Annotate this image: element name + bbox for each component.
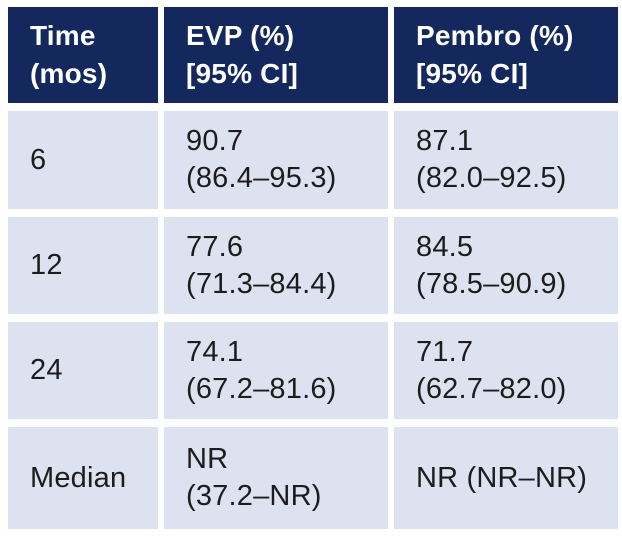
value-line: 74.1 <box>186 335 244 368</box>
header-pembro-line2: [95% CI] <box>416 58 529 89</box>
header-cell-time: Time (mos) <box>8 7 158 103</box>
ci-line: (67.2–81.6) <box>186 372 337 405</box>
cell-evp-median: NR (37.2–NR) <box>164 427 388 529</box>
value-line: 71.7 <box>416 335 474 368</box>
ci-line: (78.5–90.9) <box>416 267 567 300</box>
ci-line: (82.0–92.5) <box>416 162 567 194</box>
header-time-line1: Time <box>30 20 96 51</box>
value-line: 77.6 <box>186 230 244 263</box>
cell-time-12: 12 <box>8 217 158 314</box>
cell-pembro-12: 84.5 (78.5–90.9) <box>394 217 618 314</box>
ci-line: (86.4–95.3) <box>186 162 337 194</box>
value-line: 90.7 <box>186 125 244 157</box>
cell-evp-6: 90.7 (86.4–95.3) <box>164 111 388 209</box>
cell-pembro-24: 71.7 (62.7–82.0) <box>394 322 618 419</box>
header-evp-line2: [95% CI] <box>186 58 299 89</box>
value-line: 84.5 <box>416 230 474 263</box>
cell-pembro-6: 87.1 (82.0–92.5) <box>394 111 618 209</box>
header-pembro-line1: Pembro (%) <box>416 20 574 51</box>
cell-evp-12: 77.6 (71.3–84.4) <box>164 217 388 314</box>
value-line: NR (NR–NR) <box>416 461 588 494</box>
time-label: 24 <box>30 354 63 386</box>
cell-time-24: 24 <box>8 322 158 419</box>
ci-line: (62.7–82.0) <box>416 372 567 405</box>
header-time-line2: (mos) <box>30 58 108 89</box>
cell-pembro-median: NR (NR–NR) <box>394 427 618 529</box>
survival-results-table: Time (mos) EVP (%) [95% CI] Pembro (%) [… <box>8 7 618 529</box>
time-label: 12 <box>30 249 63 281</box>
cell-evp-24: 74.1 (67.2–81.6) <box>164 322 388 419</box>
value-line: NR <box>186 443 229 475</box>
ci-line: (71.3–84.4) <box>186 267 337 300</box>
header-cell-pembro: Pembro (%) [95% CI] <box>394 7 618 103</box>
header-cell-evp: EVP (%) [95% CI] <box>164 7 388 103</box>
time-label: Median <box>30 461 127 494</box>
header-evp-line1: EVP (%) <box>186 20 295 51</box>
time-label: 6 <box>30 143 47 176</box>
cell-time-6: 6 <box>8 111 158 209</box>
ci-line: (37.2–NR) <box>186 480 322 512</box>
value-line: 87.1 <box>416 125 474 157</box>
cell-time-median: Median <box>8 427 158 529</box>
